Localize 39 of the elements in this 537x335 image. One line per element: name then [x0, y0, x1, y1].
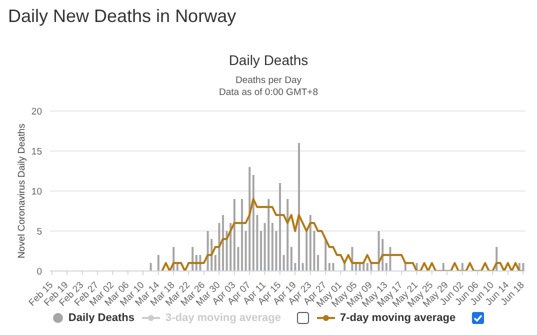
- bar: [317, 255, 319, 271]
- bar: [290, 247, 292, 271]
- chart-subtitle: Daily Deaths: [228, 52, 310, 68]
- bar: [298, 143, 300, 271]
- bar: [279, 183, 281, 271]
- y-tick-label: 10: [31, 186, 42, 198]
- bar: [222, 215, 224, 271]
- bar: [252, 175, 254, 271]
- bar: [306, 231, 308, 271]
- text: Data as of 0:00 GMT+8: [218, 87, 319, 99]
- bar: [248, 167, 251, 271]
- y-axis-title: Novel Coronavirus Daily Deaths: [16, 124, 28, 258]
- bar: [271, 223, 274, 271]
- y-tick-label: 20: [31, 106, 42, 118]
- bar: [366, 263, 368, 271]
- bar: [328, 263, 330, 271]
- bar: [260, 231, 262, 271]
- bar: [268, 199, 270, 271]
- bar: [233, 199, 236, 271]
- chart-title: Daily New Deaths in Norway: [8, 6, 236, 27]
- bar: [206, 231, 209, 271]
- bar: [218, 223, 220, 271]
- bar: [309, 215, 312, 271]
- bar: [241, 199, 243, 271]
- bar: [192, 247, 194, 271]
- bar: [150, 263, 152, 271]
- bar: [522, 263, 524, 271]
- bar: [389, 247, 392, 271]
- y-tick-label: 0: [36, 266, 42, 278]
- legend-label: 7-day moving average: [340, 312, 456, 324]
- text: Deaths per Day: [234, 75, 302, 87]
- line-series: [161, 198, 524, 271]
- y-tick-label: 15: [31, 146, 42, 158]
- bar: [157, 255, 160, 271]
- y-tick-label: 5: [36, 226, 42, 238]
- legend-label: Daily Deaths: [68, 312, 134, 324]
- bar: [332, 263, 334, 271]
- bar: [286, 199, 289, 271]
- bar: [324, 239, 327, 271]
